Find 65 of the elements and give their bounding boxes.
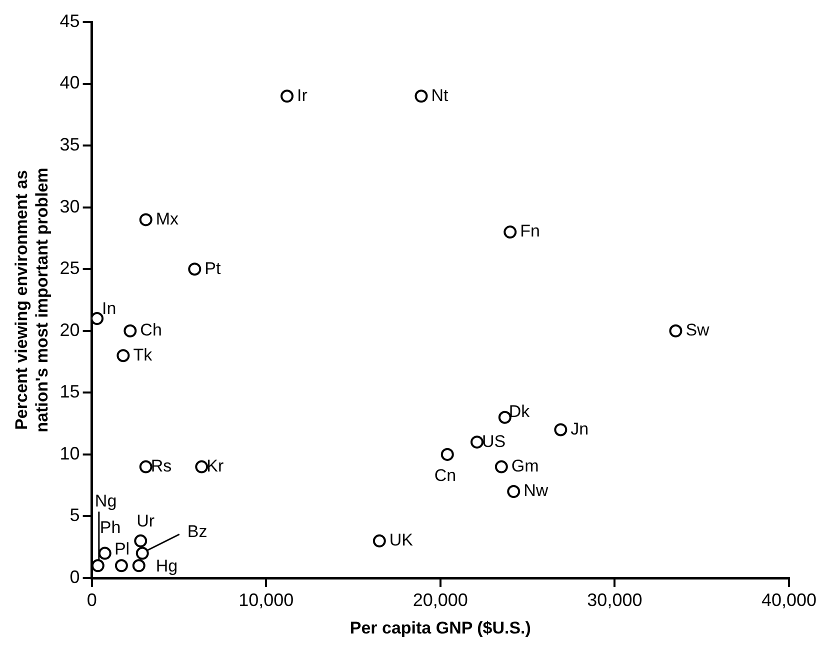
data-label: In (102, 299, 116, 318)
data-label: Ir (297, 86, 308, 105)
data-label: Fn (520, 222, 540, 241)
point (554, 423, 568, 436)
data-label: US (482, 432, 506, 451)
x-axis-title: Per capita GNP ($U.S.) (350, 618, 531, 638)
data-label: UK (389, 530, 414, 550)
y-tick-label: 0 (70, 566, 80, 587)
point (92, 559, 104, 572)
point (124, 324, 137, 338)
point (139, 213, 152, 226)
y-tick-label: 20 (60, 320, 80, 340)
point (498, 410, 512, 424)
data-label: Ph (100, 518, 121, 537)
data-label: Ch (140, 320, 162, 340)
point (116, 349, 130, 362)
point (440, 448, 454, 461)
data-label: Ng (94, 491, 117, 510)
y-tick-label: 35 (60, 134, 80, 155)
data-label: Kr (206, 456, 224, 476)
data-label: Pl (114, 539, 130, 558)
data-label: Dk (508, 402, 530, 422)
point (132, 559, 146, 572)
point (92, 312, 104, 326)
data-label: Tk (133, 345, 153, 364)
y-tick-label: 15 (60, 382, 80, 402)
y-tick-label: 40 (60, 72, 80, 93)
point (280, 90, 294, 103)
point (114, 559, 128, 572)
point (507, 485, 520, 498)
data-label: Pt (204, 258, 221, 278)
data-label: Rs (150, 456, 172, 476)
point (134, 534, 148, 548)
point (195, 460, 208, 474)
point (470, 436, 484, 449)
data-label: Mx (156, 209, 180, 228)
y-axis-title: Percent viewing environment as nation's most important problem (12, 168, 52, 432)
point (414, 90, 428, 103)
x-tick-label: 10,000 (238, 590, 294, 610)
point (136, 546, 149, 560)
data-label: Cn (434, 466, 456, 486)
data-label: Bz (187, 522, 208, 541)
data-label: Jn (570, 419, 589, 438)
point (188, 262, 202, 276)
data-label: Ur (136, 512, 155, 531)
data-label: Nw (524, 481, 549, 500)
point (139, 460, 152, 474)
x-tick-label: 30,000 (587, 590, 642, 610)
y-tick-label: 5 (70, 505, 80, 526)
data-label: Sw (686, 320, 710, 340)
x-tick-label: 20,000 (412, 590, 468, 610)
point (504, 226, 517, 239)
point (372, 534, 386, 548)
x-tick-label: 0 (86, 590, 97, 610)
y-tick-label: 25 (60, 258, 80, 278)
point (98, 546, 112, 560)
x-tick-label: 40,000 (761, 590, 817, 610)
y-tick-label: 30 (60, 196, 80, 216)
y-tick-label: 10 (60, 443, 80, 464)
point (669, 324, 682, 338)
data-label: Gm (511, 456, 539, 476)
point (494, 460, 508, 474)
data-label: Nt (431, 86, 449, 105)
data-label: Hg (156, 556, 178, 576)
y-tick-label: 45 (60, 10, 80, 31)
